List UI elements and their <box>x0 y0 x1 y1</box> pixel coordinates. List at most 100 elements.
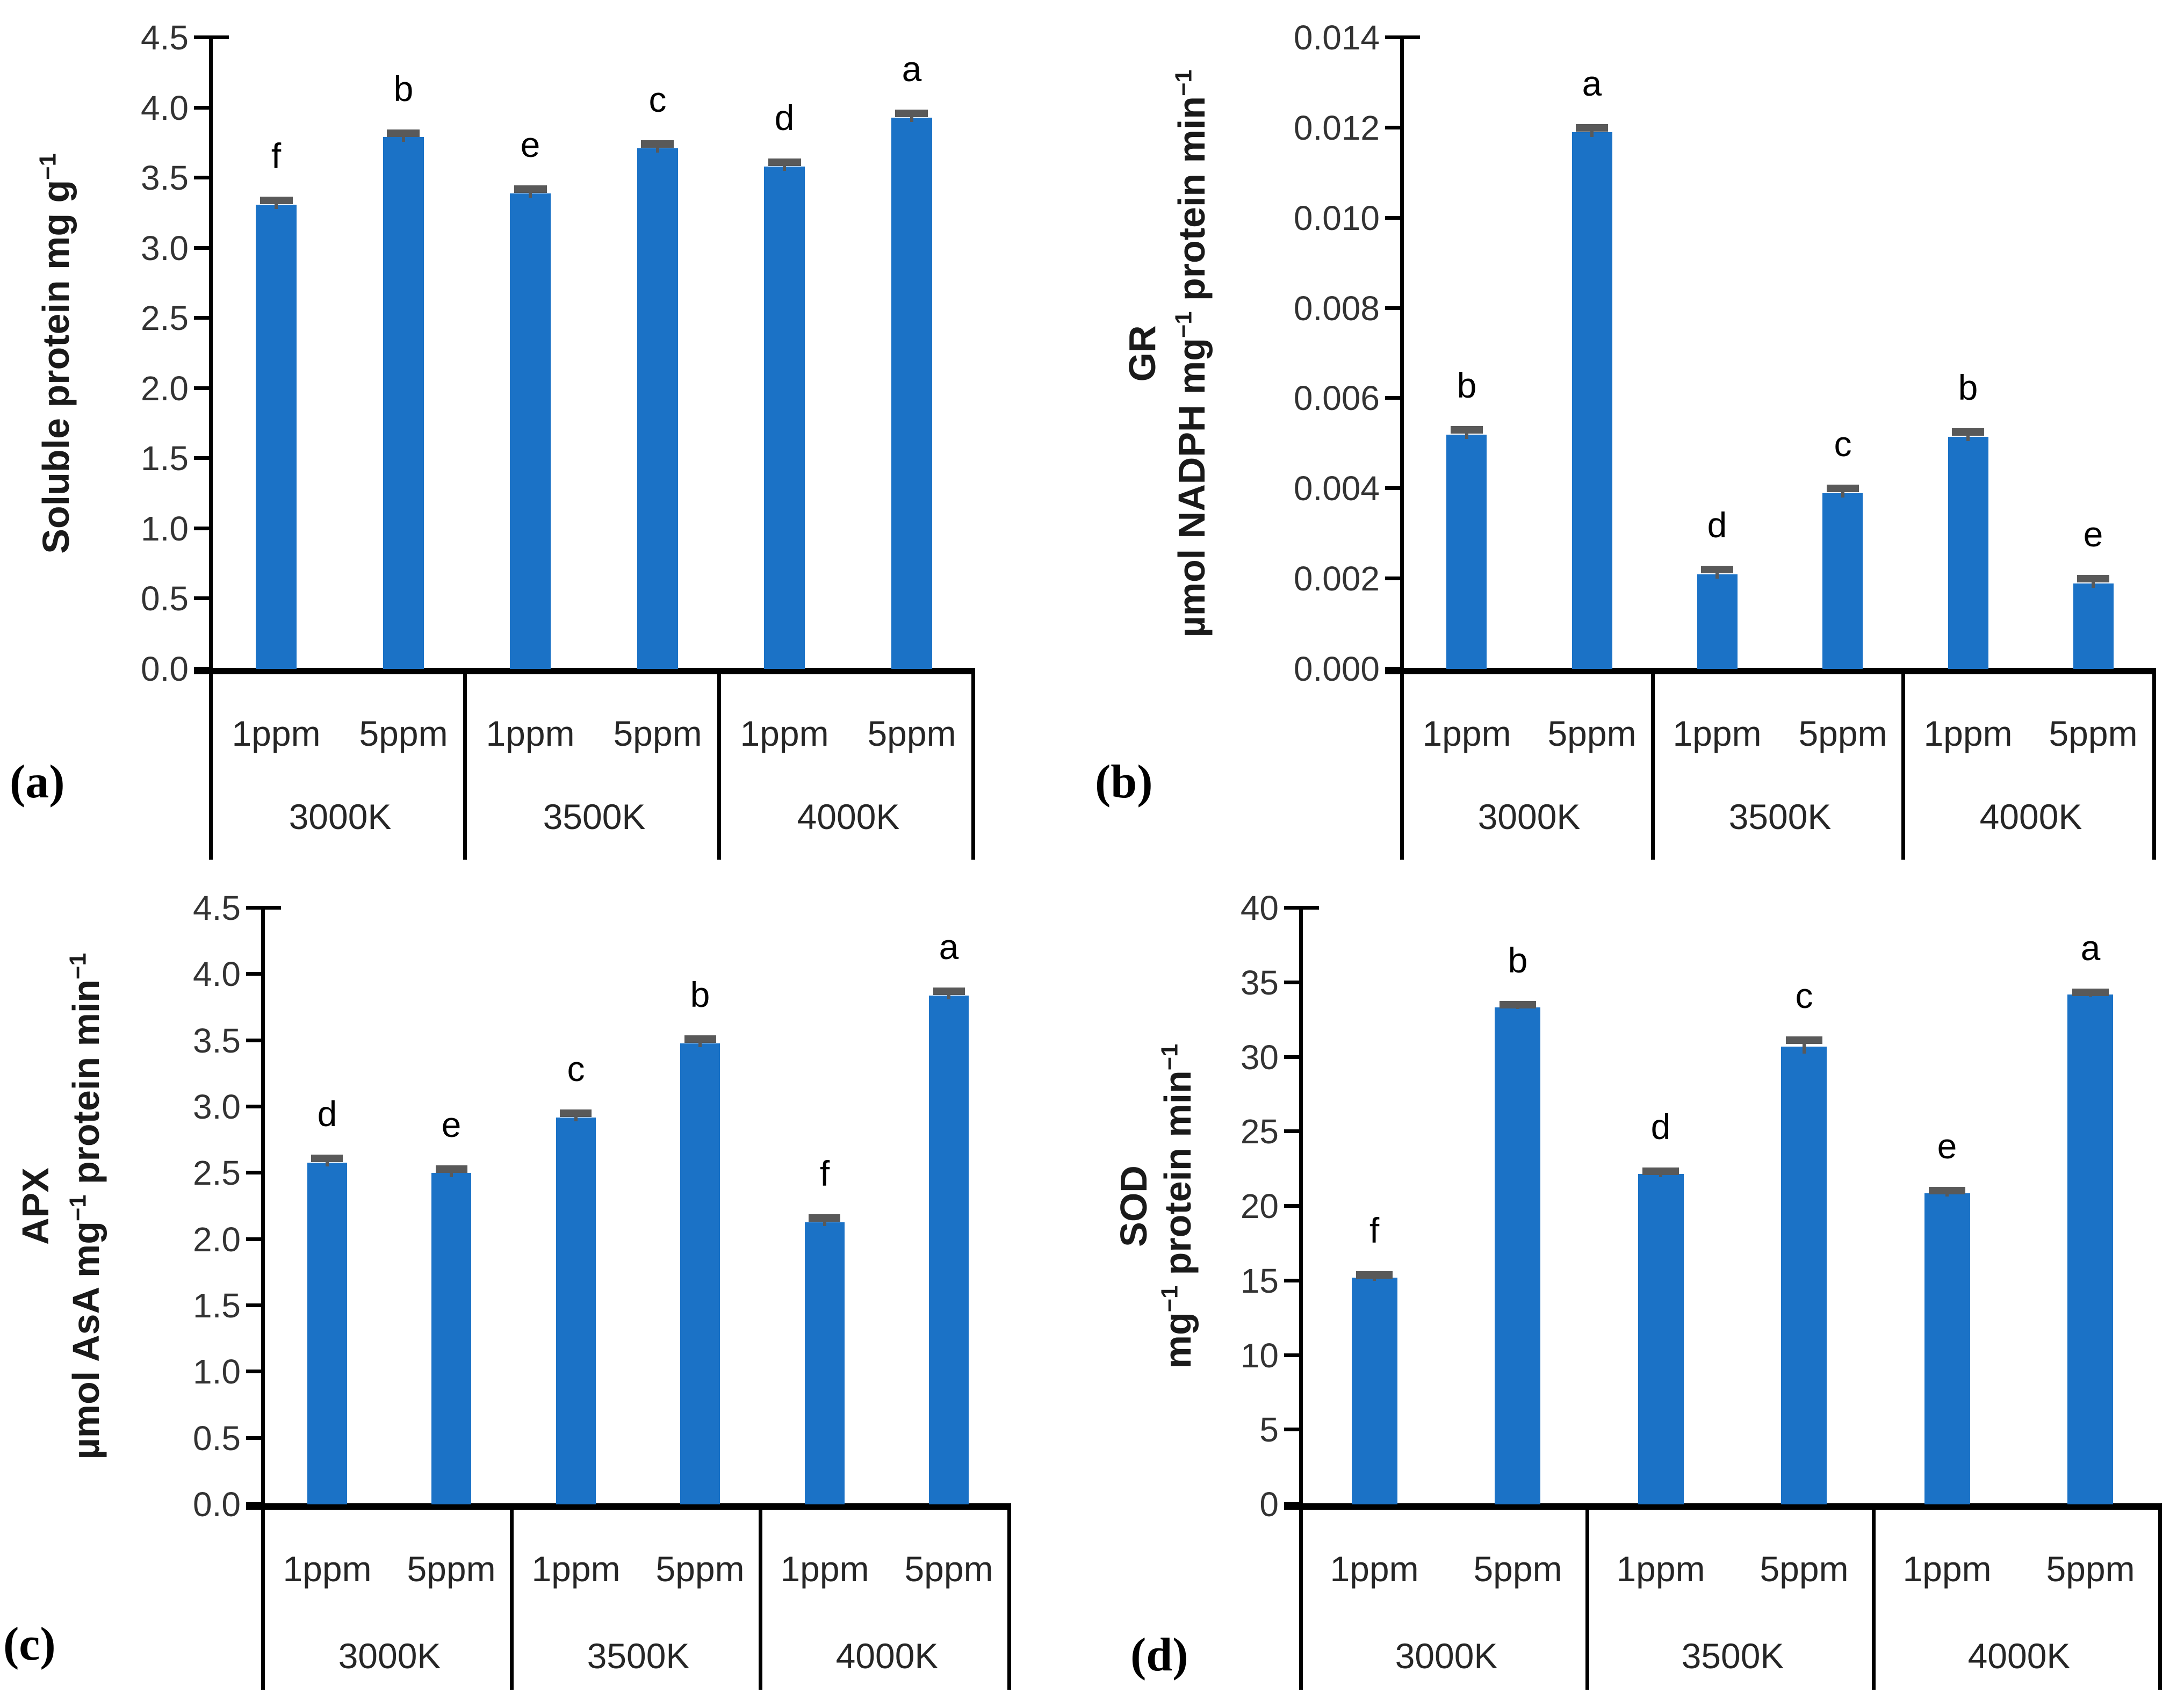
y-tick-label: 2.5 <box>141 299 189 337</box>
y-tick-label: 4.5 <box>141 18 189 57</box>
ppm-category-label: 5ppm <box>613 714 702 753</box>
group-divider <box>717 669 721 860</box>
y-axis-title-text: µmol NADPH mg <box>1171 337 1213 638</box>
bar <box>680 1043 720 1504</box>
y-axis-tick <box>1284 1279 1299 1282</box>
error-cap <box>436 1165 467 1173</box>
error-whisker <box>1966 432 1970 441</box>
significance-letter: d <box>317 1094 337 1134</box>
significance-letter: e <box>441 1105 462 1144</box>
y-axis-title-units: mg−1 protein min−1 <box>1156 1044 1199 1369</box>
y-axis-tick <box>246 1105 261 1108</box>
ppm-category-label: 5ppm <box>1798 714 1887 753</box>
error-cap <box>1827 485 1859 492</box>
y-axis-title-text: APX <box>15 1168 56 1245</box>
panel-letter-a: (a) <box>10 756 65 808</box>
y-axis-title-text: GR <box>1121 325 1163 382</box>
error-cap <box>560 1109 592 1117</box>
ppm-category-label: 5ppm <box>1473 1549 1562 1589</box>
y-axis-tick <box>1284 981 1299 984</box>
superscript-exponent: −1 <box>65 1194 91 1222</box>
temperature-category-label: 3000K <box>289 797 392 837</box>
error-whisker <box>1590 128 1594 137</box>
y-axis-tick <box>1284 1428 1299 1431</box>
y-axis-tick <box>194 246 209 250</box>
group-divider <box>971 669 975 860</box>
error-cap <box>514 185 547 193</box>
y-axis-tick <box>194 35 229 39</box>
bar <box>556 1118 596 1504</box>
y-tick-label: 40 <box>1240 889 1279 927</box>
y-axis-tick <box>194 176 209 179</box>
panel-letter-c: (c) <box>3 1618 56 1670</box>
y-tick-label: 0.012 <box>1293 109 1380 147</box>
significance-letter: a <box>2080 928 2101 968</box>
error-cap <box>1786 1036 1822 1044</box>
bar <box>510 193 551 669</box>
group-divider <box>2158 1504 2162 1690</box>
bar <box>1948 437 1988 669</box>
significance-letter: c <box>648 80 667 119</box>
bar <box>637 148 678 669</box>
bar <box>764 167 805 669</box>
bar <box>891 118 932 669</box>
superscript-exponent: −1 <box>1171 311 1197 338</box>
error-cap <box>260 197 293 204</box>
x-axis-line <box>1284 1503 2162 1510</box>
ppm-category-label: 1ppm <box>1923 714 2013 753</box>
y-tick-label: 2.0 <box>193 1220 241 1259</box>
y-axis-title-text: protein min <box>1157 1070 1199 1286</box>
error-cap <box>387 129 420 137</box>
bar <box>1352 1278 1397 1504</box>
significance-letter: b <box>1508 940 1528 980</box>
temperature-category-label: 4000K <box>1979 797 2082 837</box>
significance-letter: b <box>393 69 414 109</box>
error-whisker <box>574 1113 578 1121</box>
y-axis-title-text: protein min <box>1171 96 1213 312</box>
panel-letter-b: (b) <box>1095 756 1153 808</box>
y-tick-label: 5 <box>1259 1410 1279 1449</box>
y-axis-title-name: SOD <box>1112 1165 1155 1247</box>
bar <box>307 1163 347 1504</box>
y-axis-tick <box>1385 306 1400 310</box>
error-whisker <box>1803 1040 1806 1054</box>
error-cap <box>2077 575 2109 582</box>
y-axis-tick <box>1385 486 1400 490</box>
y-axis-tick <box>194 596 209 600</box>
significance-letter: d <box>1650 1107 1671 1147</box>
y-axis-tick <box>246 1039 261 1042</box>
y-axis-tick <box>194 386 209 390</box>
panel-d-sod: (d) 0 5 10 15 20 25 30 35 40 f 1ppm b 5ppm 3000K d 1ppm… <box>1088 870 2177 1708</box>
y-tick-label: 3.5 <box>141 158 189 197</box>
bar <box>929 996 969 1504</box>
significance-letter: b <box>1958 367 1978 407</box>
ppm-category-label: 5ppm <box>359 714 448 753</box>
y-tick-label: 1.5 <box>141 439 189 478</box>
ppm-category-label: 5ppm <box>1547 714 1637 753</box>
y-axis-tick <box>1284 1055 1299 1059</box>
bar <box>1572 132 1612 669</box>
error-whisker <box>910 113 913 122</box>
error-cap <box>895 110 928 117</box>
ppm-category-label: 1ppm <box>780 1549 869 1589</box>
y-tick-label: 3.0 <box>193 1087 241 1126</box>
y-tick-label: 4.5 <box>193 889 241 927</box>
ppm-category-label: 1ppm <box>1422 714 1511 753</box>
temperature-category-label: 3000K <box>338 1636 441 1676</box>
error-cap <box>809 1214 840 1222</box>
temperature-category-label: 3500K <box>587 1636 690 1676</box>
y-tick-label: 4.0 <box>141 89 189 127</box>
y-tick-label: 3.0 <box>141 229 189 268</box>
error-whisker <box>698 1039 702 1047</box>
x-axis-line <box>194 668 975 674</box>
bar <box>2067 994 2113 1504</box>
significance-letter: b <box>1457 365 1477 405</box>
y-axis-title-name: GR <box>1121 326 1164 382</box>
panel-b-gr: (b) 0.000 0.002 0.004 0.006 0.008 0.010 0.012 0… <box>1088 0 2177 860</box>
group-divider <box>1007 1504 1011 1690</box>
error-cap <box>768 158 801 166</box>
y-tick-label: 2.0 <box>141 369 189 408</box>
error-cap <box>1642 1168 1679 1175</box>
significance-letter: a <box>902 49 922 89</box>
